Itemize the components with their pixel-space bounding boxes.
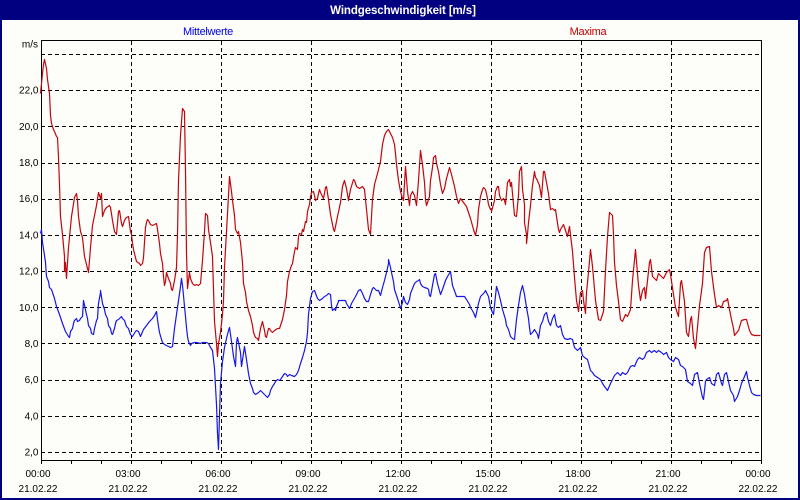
svg-text:09:00: 09:00	[295, 469, 320, 480]
svg-text:21.02.22: 21.02.22	[559, 484, 598, 495]
svg-text:20,0: 20,0	[19, 122, 39, 133]
svg-text:18,0: 18,0	[19, 158, 39, 169]
svg-text:21.02.22: 21.02.22	[19, 484, 58, 495]
svg-text:m/s: m/s	[22, 40, 38, 51]
svg-text:6,0: 6,0	[25, 375, 39, 386]
svg-text:14,0: 14,0	[19, 230, 39, 241]
svg-text:21.02.22: 21.02.22	[109, 484, 148, 495]
svg-text:10,0: 10,0	[19, 303, 39, 314]
svg-text:8,0: 8,0	[25, 339, 39, 350]
svg-text:2,0: 2,0	[25, 448, 39, 459]
svg-text:21.02.22: 21.02.22	[469, 484, 508, 495]
svg-text:22.02.22: 22.02.22	[739, 484, 778, 495]
svg-text:06:00: 06:00	[205, 469, 230, 480]
svg-text:00:00: 00:00	[745, 469, 770, 480]
svg-text:12:00: 12:00	[385, 469, 410, 480]
svg-text:Maxima: Maxima	[570, 26, 608, 38]
svg-text:03:00: 03:00	[115, 469, 140, 480]
svg-text:4,0: 4,0	[25, 411, 39, 422]
svg-text:21:00: 21:00	[655, 469, 680, 480]
svg-text:Windgeschwindigkeit [m/s]: Windgeschwindigkeit [m/s]	[330, 5, 476, 17]
svg-text:15:00: 15:00	[475, 469, 500, 480]
svg-text:16,0: 16,0	[19, 194, 39, 205]
svg-text:Mittelwerte: Mittelwerte	[183, 26, 233, 38]
svg-text:21.02.22: 21.02.22	[289, 484, 328, 495]
svg-text:18:00: 18:00	[565, 469, 590, 480]
svg-text:00:00: 00:00	[25, 469, 50, 480]
svg-text:21.02.22: 21.02.22	[379, 484, 418, 495]
svg-text:12,0: 12,0	[19, 267, 39, 278]
svg-text:21.02.22: 21.02.22	[199, 484, 238, 495]
svg-text:22,0: 22,0	[19, 86, 39, 97]
svg-text:21.02.22: 21.02.22	[649, 484, 688, 495]
